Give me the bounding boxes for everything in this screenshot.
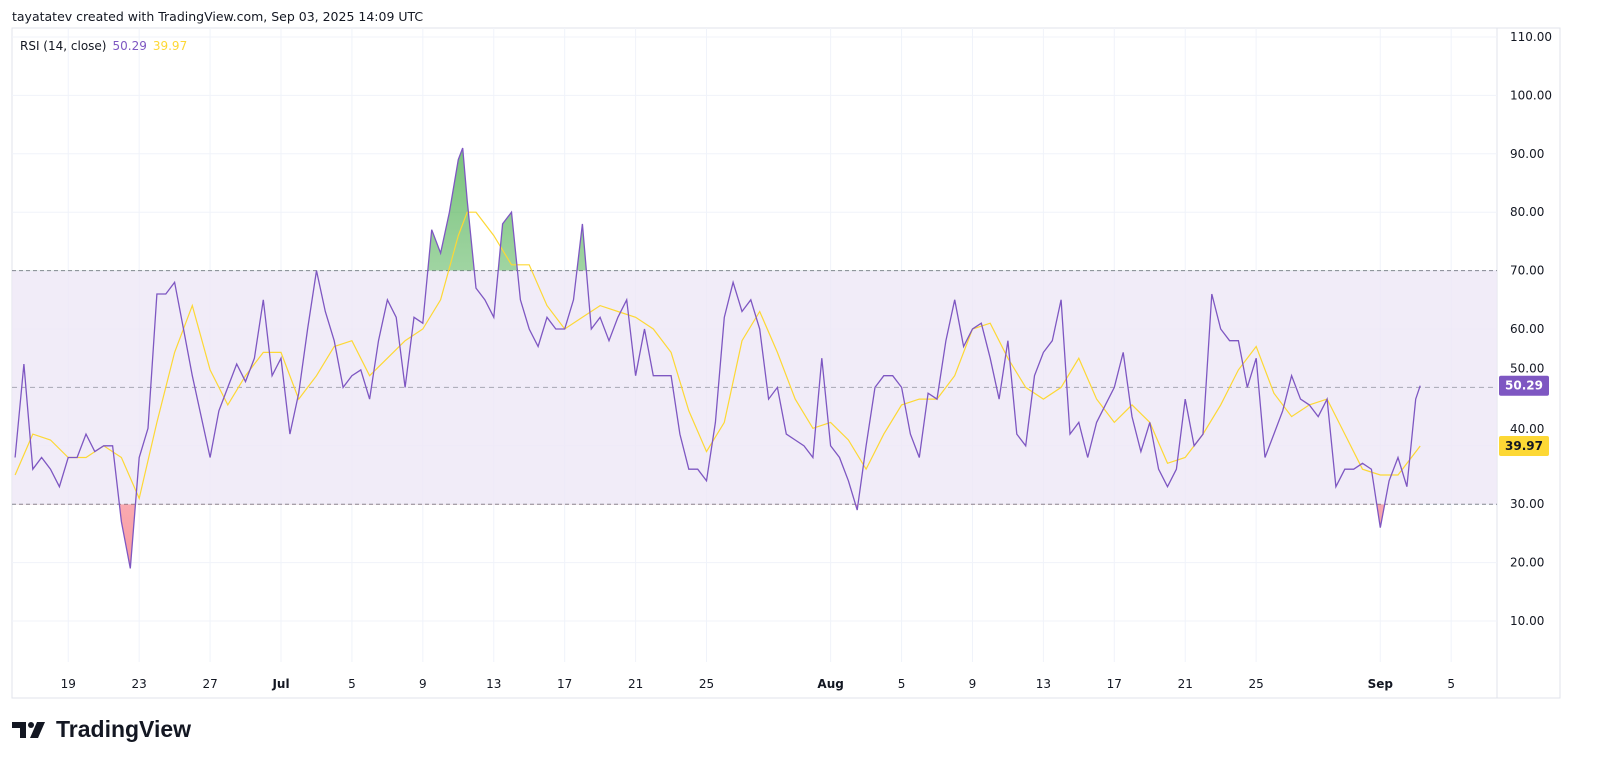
ma-value-tag-label: 39.97 xyxy=(1505,439,1543,453)
y-tick-label: 60.00 xyxy=(1510,322,1544,336)
y-tick-label: 110.00 xyxy=(1510,30,1552,44)
x-tick-label: 17 xyxy=(1107,677,1122,691)
rsi-ma-line xyxy=(14,211,1421,501)
x-tick-label: 21 xyxy=(628,677,643,691)
y-tick-label: 100.00 xyxy=(1510,88,1552,102)
attribution-text: tayatatev created with TradingView.com, … xyxy=(12,9,424,24)
price-axis[interactable]: 110.00 100.00 90.00 80.00 70.00 60.00 50.00 40.… xyxy=(1510,30,1552,628)
x-tick-label: 23 xyxy=(132,677,147,691)
x-tick-label: 5 xyxy=(1447,677,1455,691)
time-axis[interactable]: 19 23 27 Jul 5 9 13 17 21 25 Aug 5 9 13 17 21 25 Sep 5 xyxy=(61,677,1455,691)
y-tick-label: 70.00 xyxy=(1510,264,1544,278)
x-tick-label: 27 xyxy=(202,677,217,691)
x-tick-label: 17 xyxy=(557,677,572,691)
tradingview-logo-icon xyxy=(12,721,45,738)
x-tick-label: 9 xyxy=(969,677,977,691)
y-tick-label: 50.00 xyxy=(1510,362,1544,376)
x-tick-label: 19 xyxy=(61,677,76,691)
y-tick-label: 40.00 xyxy=(1510,422,1544,436)
ma-value-tag xyxy=(1499,435,1549,456)
y-tick-label: 90.00 xyxy=(1510,147,1544,161)
x-tick-label: 25 xyxy=(1249,677,1264,691)
x-tick-label: 9 xyxy=(419,677,427,691)
x-tick-label: Sep xyxy=(1368,677,1394,691)
rsi-value-tag-label: 50.29 xyxy=(1505,379,1543,393)
x-tick-label: Jul xyxy=(271,677,289,691)
tradingview-logo[interactable]: TradingView xyxy=(12,716,191,743)
x-tick-label: 13 xyxy=(1036,677,1051,691)
y-tick-label: 30.00 xyxy=(1510,497,1544,511)
indicator-legend[interactable]: RSI (14, close) 50.29 39.97 xyxy=(20,39,187,53)
rsi-value-tag xyxy=(1499,375,1549,396)
x-tick-label: 25 xyxy=(699,677,714,691)
rsi-legend-value: 50.29 xyxy=(112,39,147,53)
ma-legend-value: 39.97 xyxy=(152,39,188,53)
indicator-name: RSI (14, close) xyxy=(20,39,107,53)
x-tick-label: 5 xyxy=(348,677,356,691)
x-tick-label: Aug xyxy=(817,677,843,691)
y-tick-label: 20.00 xyxy=(1510,556,1544,570)
x-tick-label: 13 xyxy=(486,677,501,691)
x-tick-label: 5 xyxy=(898,677,906,691)
tradingview-logo-text: TradingView xyxy=(56,716,192,742)
last-value-tags: 50.29 39.97 xyxy=(1499,375,1549,456)
y-tick-label: 10.00 xyxy=(1510,614,1544,628)
y-tick-label: 80.00 xyxy=(1510,205,1544,219)
rsi-line xyxy=(14,147,1421,569)
x-tick-label: 21 xyxy=(1178,677,1193,691)
